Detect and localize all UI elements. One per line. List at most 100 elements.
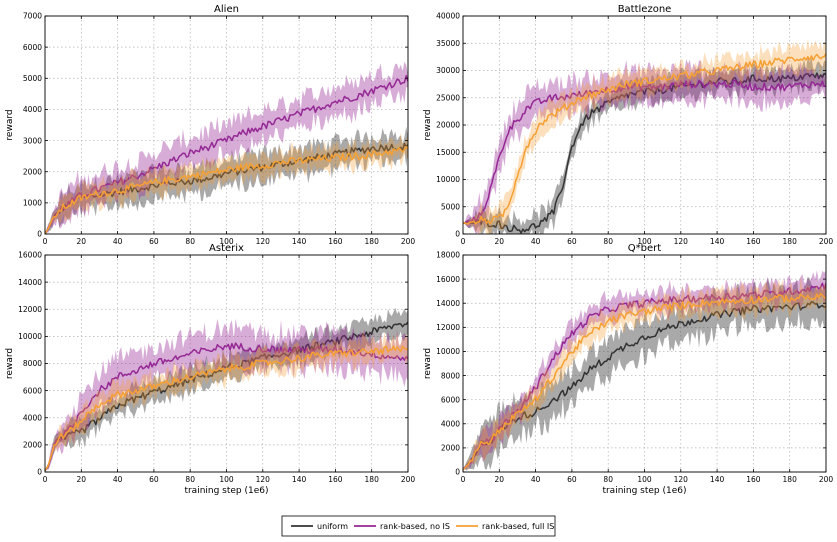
series-line-2 [45, 146, 408, 234]
y-tick-label: 4000 [441, 419, 460, 428]
series-band-0 [463, 56, 826, 234]
x-axis-label: training step (1e6) [602, 486, 686, 496]
x-tick-label: 0 [461, 237, 466, 246]
y-tick-label: 7000 [23, 12, 42, 21]
chart-panel-2: 0 20 40 60 80 100 120 140 160 180 2000200040006000… [5, 243, 415, 496]
series-band-2 [45, 331, 408, 471]
x-tick-label: 20 [495, 237, 505, 246]
x-tick-label: 0 [43, 237, 48, 246]
plot-area [463, 39, 826, 234]
x-tick-label: 80 [603, 475, 613, 484]
x-tick-label: 120 [256, 237, 271, 246]
x-tick-label: 200 [401, 475, 416, 484]
chart-panel-0: 0 20 40 60 80 100 120 140 160 180 2000100020003000… [5, 4, 415, 246]
y-tick-label: 14000 [18, 278, 42, 287]
series-band-1 [463, 59, 826, 234]
y-tick-label: 5000 [23, 74, 42, 83]
x-tick-label: 100 [219, 475, 234, 484]
x-tick-label: 160 [746, 237, 761, 246]
series-band-2 [463, 277, 826, 470]
legend-label-1: rank-based, no IS [380, 522, 450, 531]
x-tick-label: 20 [77, 475, 87, 484]
x-tick-label: 0 [461, 475, 466, 484]
y-tick-label: 12000 [436, 323, 460, 332]
x-tick-label: 180 [365, 475, 380, 484]
y-tick-label: 0 [455, 230, 460, 239]
x-tick-label: 100 [637, 475, 652, 484]
plot-area [45, 61, 408, 234]
series-line-1 [463, 282, 826, 471]
x-tick-label: 180 [783, 475, 798, 484]
y-tick-label: 18000 [436, 251, 460, 260]
x-tick-label: 140 [710, 237, 725, 246]
y-tick-label: 4000 [23, 105, 42, 114]
x-tick-label: 40 [113, 475, 123, 484]
y-axis-label: reward [423, 348, 433, 379]
y-tick-label: 12000 [18, 305, 42, 314]
x-tick-label: 40 [531, 237, 541, 246]
y-tick-label: 6000 [23, 43, 42, 52]
x-tick-label: 80 [185, 237, 195, 246]
y-tick-label: 5000 [441, 202, 460, 211]
series-line-0 [463, 300, 826, 471]
legend-label-0: uniform [317, 522, 348, 531]
series-band-2 [45, 132, 408, 234]
x-tick-label: 100 [219, 237, 234, 246]
y-axis-label: reward [5, 348, 15, 379]
y-axis-label: reward [423, 109, 433, 140]
y-tick-label: 20000 [436, 121, 460, 130]
legend-label-2: rank-based, full IS [482, 522, 554, 531]
chart-title: Q*bert [628, 243, 661, 254]
y-tick-label: 0 [455, 468, 460, 477]
x-tick-label: 40 [531, 475, 541, 484]
y-tick-label: 14000 [436, 299, 460, 308]
x-tick-label: 140 [710, 475, 725, 484]
y-tick-label: 16000 [436, 275, 460, 284]
x-tick-label: 60 [149, 237, 159, 246]
y-tick-label: 16000 [18, 251, 42, 260]
y-tick-label: 10000 [18, 332, 42, 341]
legend: uniform rank-based, no IS rank-based, full… [281, 515, 556, 537]
x-tick-label: 200 [401, 237, 416, 246]
y-tick-label: 6000 [441, 395, 460, 404]
x-tick-label: 0 [43, 475, 48, 484]
y-tick-label: 1000 [23, 199, 42, 208]
chart-title: Asterix [209, 243, 244, 254]
y-tick-label: 25000 [436, 93, 460, 102]
x-tick-label: 40 [113, 237, 123, 246]
y-tick-label: 4000 [23, 413, 42, 422]
series-band-1 [45, 61, 408, 234]
x-tick-label: 20 [77, 237, 87, 246]
y-tick-label: 30000 [436, 66, 460, 75]
y-tick-label: 2000 [441, 444, 460, 453]
x-tick-label: 60 [567, 237, 577, 246]
x-tick-label: 180 [365, 237, 380, 246]
y-tick-label: 8000 [441, 371, 460, 380]
y-tick-label: 40000 [436, 12, 460, 21]
series-band-0 [45, 307, 408, 471]
x-tick-label: 60 [567, 475, 577, 484]
y-tick-label: 0 [37, 468, 42, 477]
x-tick-label: 60 [149, 475, 159, 484]
y-tick-label: 6000 [23, 386, 42, 395]
series-line-2 [463, 292, 826, 471]
x-axis-label: training step (1e6) [184, 486, 268, 496]
plot-area [45, 307, 408, 472]
x-tick-label: 160 [328, 475, 343, 484]
legend-box [281, 515, 556, 537]
plot-area [463, 270, 826, 471]
y-tick-label: 10000 [436, 175, 460, 184]
x-tick-label: 80 [603, 237, 613, 246]
x-tick-label: 200 [819, 475, 834, 484]
x-tick-label: 120 [674, 237, 689, 246]
x-tick-label: 120 [674, 475, 689, 484]
chart-title: Battlezone [618, 4, 672, 15]
x-tick-label: 140 [292, 475, 307, 484]
x-tick-label: 120 [256, 475, 271, 484]
x-tick-label: 160 [746, 475, 761, 484]
series-line-2 [45, 345, 408, 472]
y-tick-label: 3000 [23, 136, 42, 145]
x-tick-label: 80 [185, 475, 195, 484]
x-tick-label: 200 [819, 237, 834, 246]
